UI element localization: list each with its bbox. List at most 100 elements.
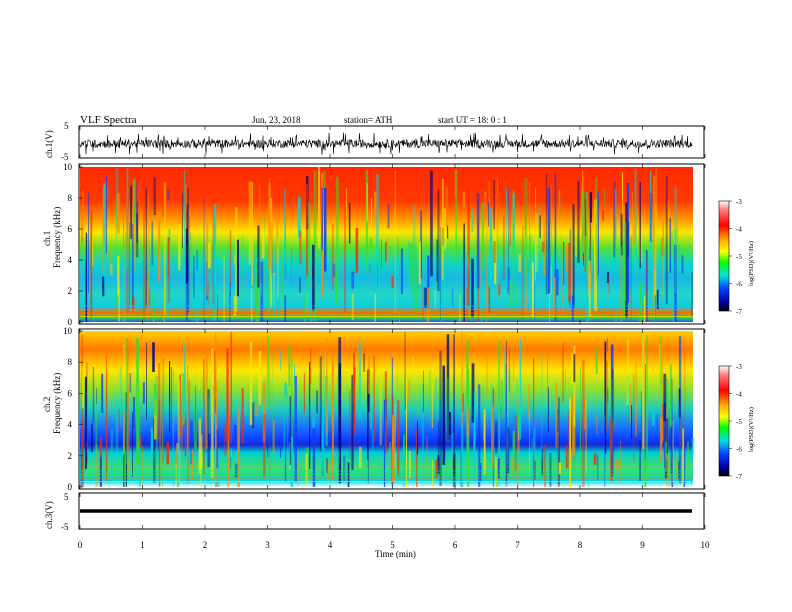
spectrogram-streak (413, 236, 415, 266)
station-label: station= ATH (344, 115, 393, 125)
spectrogram-streak (312, 244, 315, 311)
spectrogram-streak (306, 291, 308, 317)
spectrogram-streak (558, 397, 560, 487)
spectrogram-streak (557, 409, 559, 432)
spectrogram-streak (319, 356, 322, 452)
spectrogram-streak (259, 283, 262, 295)
spectrogram-streak (258, 184, 261, 311)
spectrogram-streak (164, 267, 165, 322)
spectrogram-streak (541, 353, 543, 460)
x-tick-label: 4 (328, 540, 333, 550)
spectrogram-streak (385, 398, 387, 419)
spectrogram-streak (345, 188, 347, 216)
spectrogram-streak (206, 216, 209, 296)
spectrogram-streak (656, 414, 658, 431)
spectrogram-streak (543, 214, 546, 277)
spectrogram-streak (612, 369, 614, 430)
x-tick-label: 2 (203, 540, 208, 550)
ch3-waveform-frame (78, 492, 705, 530)
ch1-ylabel: ch.1(V) (44, 130, 54, 158)
spectrogram-streak (254, 277, 257, 309)
spectrogram-streak (562, 342, 564, 403)
spectrogram-streak (276, 213, 279, 265)
spectrogram-streak (106, 186, 109, 199)
spectrogram-streak (123, 210, 124, 322)
spectrogram-streak (484, 191, 487, 211)
spectrogram-streak (229, 230, 232, 286)
spectrogram-streak (691, 437, 695, 455)
ch1-spec-ylabel-channel: ch.1 (42, 231, 52, 246)
spectrogram-streak (181, 192, 183, 248)
spectrogram-streak (123, 451, 126, 487)
spectrogram-streak (556, 269, 559, 296)
ch2-spec-ylabel-freq: Frequency (kHz) (52, 373, 62, 434)
spectrogram-streak (595, 177, 598, 281)
spectrogram-streak (606, 338, 608, 352)
spectrogram-streak (495, 420, 498, 454)
spectrogram-streak (258, 350, 261, 405)
spectrogram-streak (370, 405, 372, 429)
spectrogram-streak (653, 175, 656, 288)
spectrogram-streak (446, 377, 449, 441)
spectrogram-streak (625, 202, 628, 318)
spectrogram-streak (611, 378, 615, 431)
spectrogram-streak (205, 349, 208, 449)
spectrogram-streak (195, 385, 196, 442)
spectrogram-streak (632, 191, 633, 217)
spectrogram-streak (471, 258, 474, 318)
spectrogram-streak (534, 284, 536, 322)
spectrogram-streak (101, 373, 104, 413)
spectrogram-streak (569, 398, 571, 487)
x-tick-label: 5 (390, 540, 395, 550)
spectrogram-streak (683, 446, 686, 487)
spectrogram-streak (675, 453, 678, 477)
spectrogram-band (80, 309, 693, 310)
ch3-ylabel: ch.3(V) (44, 501, 54, 529)
spectrogram-streak (306, 183, 308, 277)
spectrogram-streak (352, 369, 355, 404)
spectrogram-streak (624, 221, 627, 301)
spectrogram-streak (153, 418, 156, 483)
spectrogram-streak (267, 249, 271, 315)
spectrogram-streak (372, 430, 374, 460)
spectrogram-streak (427, 255, 430, 309)
spectrogram-streak (656, 289, 659, 310)
spectrogram-streak (608, 275, 610, 294)
spectrogram-streak (531, 262, 534, 318)
spectrogram-streak (369, 263, 371, 274)
spectrogram-streak (497, 242, 499, 270)
spectrogram-streak (290, 436, 293, 487)
spectrogram-streak (384, 371, 387, 453)
spectrogram-streak (351, 375, 354, 470)
spectrogram-streak (572, 204, 575, 308)
spectrogram-streak (145, 187, 147, 307)
spectrogram-streak (402, 446, 406, 487)
spectrogram-streak (412, 356, 414, 369)
spectrogram-streak (141, 445, 143, 487)
spectrogram-streak (525, 258, 527, 312)
colorbar-tick-label: -4 (736, 391, 742, 399)
ch3-ytick-bottom: -5 (61, 522, 69, 532)
spectrogram-streak (581, 190, 585, 256)
spectrogram-streak (583, 252, 584, 266)
spectrogram-streak (179, 374, 182, 438)
spectrogram-streak (207, 282, 210, 306)
spectrogram-streak (237, 407, 240, 487)
spectrogram-streak (659, 335, 663, 385)
spectrogram-streak (306, 242, 309, 316)
spectrogram-streak (309, 271, 313, 322)
spectrogram-streak (558, 462, 561, 474)
spectrogram-streak (387, 203, 390, 229)
spectrogram-streak (659, 417, 663, 462)
spectrogram-streak (307, 202, 311, 287)
spectrogram-streak (620, 440, 621, 485)
y-tick-label: 4 (68, 420, 73, 430)
spectrogram-streak (324, 188, 327, 272)
spectrogram-streak (115, 168, 119, 228)
spectrogram-streak (544, 444, 547, 487)
spectrogram-streak (127, 338, 129, 454)
spectrogram-streak (367, 352, 370, 394)
spectrogram-streak (409, 243, 412, 283)
spectrogram-streak (181, 411, 183, 456)
spectrogram-streak (158, 399, 161, 487)
